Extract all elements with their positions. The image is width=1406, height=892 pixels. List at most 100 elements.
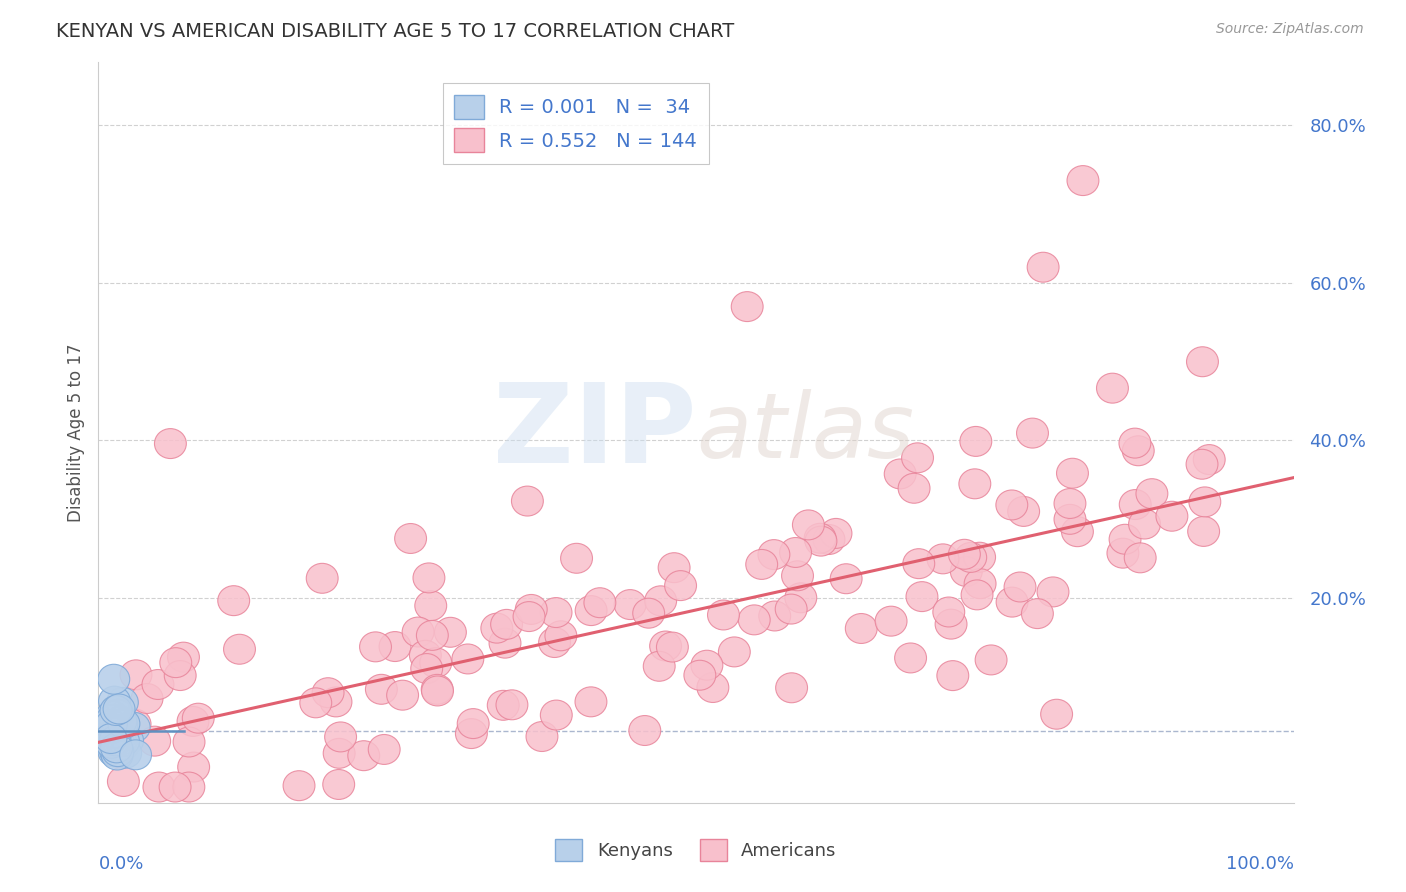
Ellipse shape	[1004, 572, 1036, 602]
Ellipse shape	[218, 586, 250, 615]
Ellipse shape	[366, 674, 398, 705]
Ellipse shape	[489, 628, 522, 658]
Legend: Kenyans, Americans: Kenyans, Americans	[548, 831, 844, 868]
Ellipse shape	[488, 690, 519, 720]
Ellipse shape	[183, 703, 214, 733]
Ellipse shape	[820, 518, 852, 549]
Ellipse shape	[927, 544, 959, 574]
Ellipse shape	[628, 715, 661, 746]
Ellipse shape	[707, 600, 740, 630]
Ellipse shape	[650, 631, 682, 661]
Ellipse shape	[96, 723, 127, 753]
Ellipse shape	[776, 673, 807, 703]
Ellipse shape	[813, 524, 845, 555]
Ellipse shape	[1187, 450, 1218, 479]
Ellipse shape	[1107, 538, 1139, 568]
Ellipse shape	[1056, 458, 1088, 488]
Ellipse shape	[142, 670, 174, 699]
Ellipse shape	[683, 660, 716, 690]
Ellipse shape	[995, 490, 1028, 520]
Ellipse shape	[120, 739, 152, 770]
Ellipse shape	[779, 538, 811, 567]
Ellipse shape	[1119, 428, 1152, 458]
Ellipse shape	[120, 709, 150, 739]
Ellipse shape	[758, 540, 790, 570]
Ellipse shape	[100, 696, 132, 725]
Ellipse shape	[422, 674, 453, 705]
Ellipse shape	[96, 723, 127, 754]
Ellipse shape	[1125, 543, 1156, 573]
Ellipse shape	[1119, 490, 1152, 519]
Ellipse shape	[614, 590, 647, 620]
Ellipse shape	[110, 739, 142, 768]
Ellipse shape	[903, 549, 935, 579]
Ellipse shape	[1097, 373, 1129, 403]
Ellipse shape	[120, 660, 152, 690]
Ellipse shape	[540, 598, 572, 627]
Ellipse shape	[283, 771, 315, 801]
Ellipse shape	[658, 553, 690, 582]
Ellipse shape	[139, 726, 170, 756]
Ellipse shape	[575, 596, 607, 625]
Ellipse shape	[657, 632, 689, 662]
Ellipse shape	[165, 661, 197, 690]
Ellipse shape	[98, 718, 129, 748]
Ellipse shape	[995, 587, 1028, 617]
Ellipse shape	[173, 772, 205, 802]
Ellipse shape	[101, 733, 132, 763]
Ellipse shape	[738, 605, 770, 635]
Ellipse shape	[420, 648, 451, 678]
Ellipse shape	[894, 643, 927, 673]
Ellipse shape	[100, 726, 131, 756]
Ellipse shape	[98, 665, 129, 694]
Ellipse shape	[103, 699, 134, 730]
Ellipse shape	[98, 737, 129, 767]
Ellipse shape	[131, 683, 163, 714]
Ellipse shape	[177, 752, 209, 782]
Ellipse shape	[1129, 509, 1160, 539]
Ellipse shape	[101, 740, 134, 770]
Ellipse shape	[107, 766, 139, 797]
Ellipse shape	[690, 650, 723, 681]
Ellipse shape	[513, 601, 546, 632]
Ellipse shape	[697, 673, 728, 703]
Ellipse shape	[107, 731, 139, 761]
Text: Source: ZipAtlas.com: Source: ZipAtlas.com	[1216, 22, 1364, 37]
Ellipse shape	[409, 640, 441, 670]
Ellipse shape	[1062, 516, 1094, 547]
Ellipse shape	[962, 580, 993, 610]
Ellipse shape	[167, 642, 200, 672]
Ellipse shape	[793, 510, 824, 540]
Ellipse shape	[955, 542, 987, 573]
Ellipse shape	[415, 591, 447, 621]
Ellipse shape	[118, 713, 150, 742]
Ellipse shape	[312, 678, 344, 707]
Ellipse shape	[347, 740, 380, 771]
Ellipse shape	[159, 772, 191, 802]
Ellipse shape	[96, 714, 127, 743]
Ellipse shape	[1136, 479, 1168, 508]
Ellipse shape	[830, 564, 862, 594]
Ellipse shape	[299, 688, 332, 718]
Ellipse shape	[104, 731, 135, 761]
Ellipse shape	[546, 621, 576, 651]
Ellipse shape	[644, 651, 675, 681]
Ellipse shape	[1109, 524, 1142, 554]
Ellipse shape	[111, 726, 143, 756]
Ellipse shape	[965, 569, 995, 599]
Ellipse shape	[402, 617, 434, 647]
Ellipse shape	[932, 597, 965, 627]
Ellipse shape	[1040, 699, 1073, 729]
Ellipse shape	[901, 442, 934, 473]
Ellipse shape	[1067, 166, 1099, 195]
Ellipse shape	[323, 739, 356, 768]
Ellipse shape	[1008, 497, 1039, 526]
Ellipse shape	[155, 429, 187, 458]
Ellipse shape	[718, 637, 751, 667]
Ellipse shape	[950, 557, 983, 586]
Ellipse shape	[1017, 418, 1049, 448]
Ellipse shape	[1038, 577, 1069, 607]
Ellipse shape	[538, 628, 571, 657]
Ellipse shape	[898, 474, 929, 503]
Ellipse shape	[368, 734, 401, 764]
